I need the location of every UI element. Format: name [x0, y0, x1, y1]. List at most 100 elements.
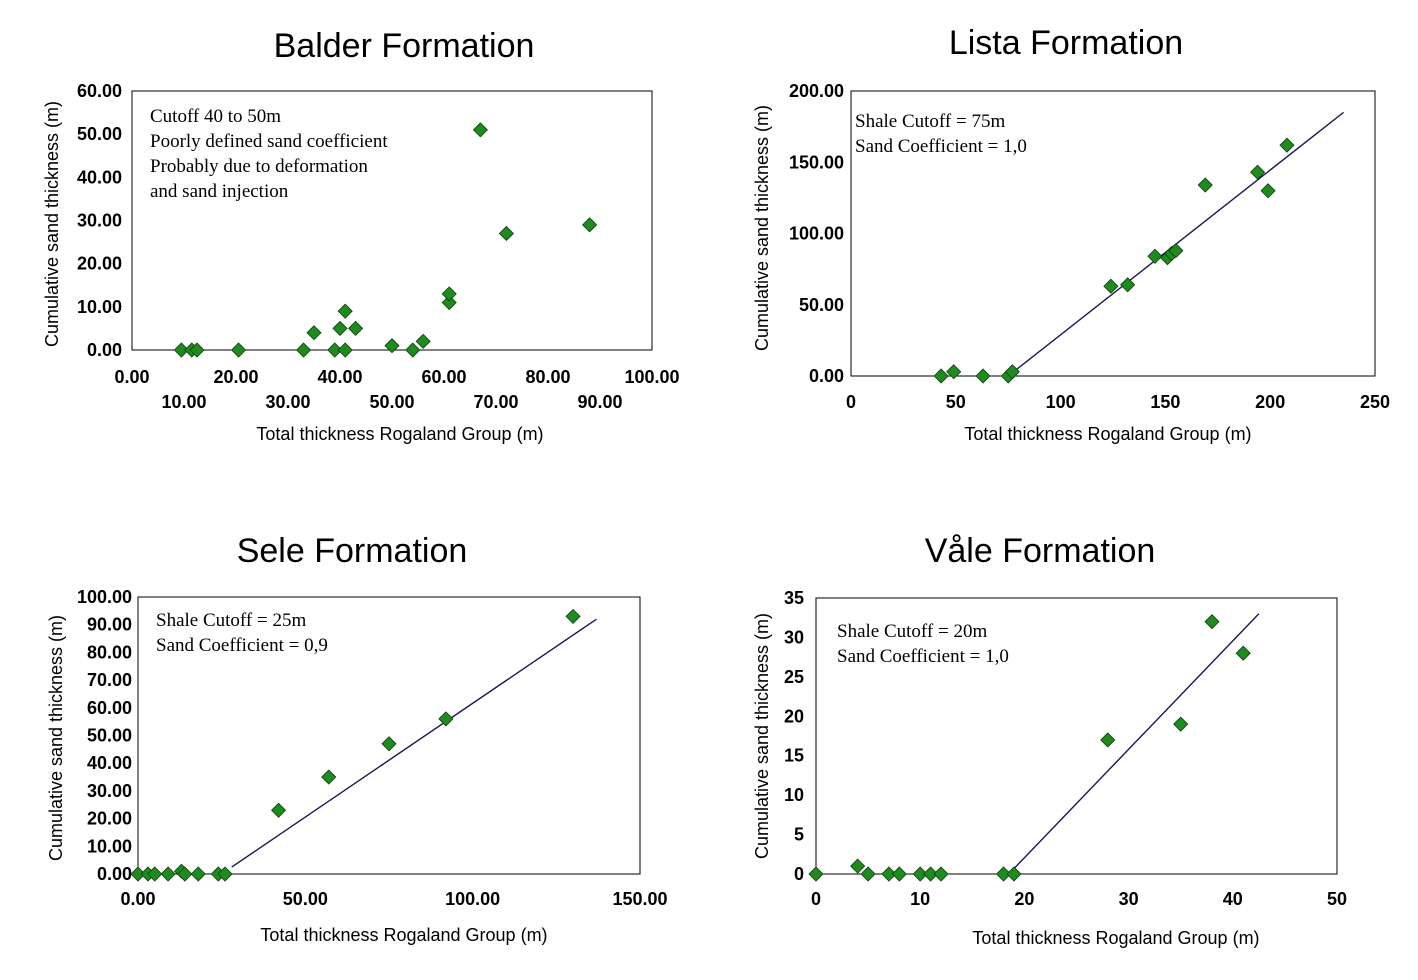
data-point [1004, 364, 1020, 380]
y-tick-label: 50.00 [799, 295, 844, 315]
y-tick-label: 60.00 [77, 81, 122, 101]
x-tick-label: 20 [1014, 889, 1034, 909]
y-axis-label: Cumulative sand thickness (m) [752, 105, 772, 351]
y-tick-label: 20.00 [77, 254, 122, 274]
x-tick-label: 0 [846, 392, 856, 412]
y-tick-label: 0 [794, 864, 804, 884]
y-tick-label: 30 [784, 627, 804, 647]
plot-frame [137, 596, 641, 875]
data-point [881, 866, 897, 882]
data-point [231, 342, 247, 358]
x-axis-label: Total thickness Rogaland Group (m) [260, 925, 547, 945]
data-point [348, 320, 364, 336]
data-point [217, 866, 233, 882]
data-point [808, 866, 824, 882]
annotation-line: Shale Cutoff = 25m [156, 610, 306, 631]
x-tick-label: 30 [1119, 889, 1139, 909]
x-tick-label: 20.00 [213, 367, 258, 387]
chart-title: Sele Formation [237, 532, 468, 570]
chart-title: Lista Formation [949, 24, 1183, 62]
data-point [850, 858, 866, 874]
y-tick-label: 30.00 [77, 211, 122, 231]
annotation-line: Poorly defined sand coefficient [150, 131, 388, 152]
x-tick-label: 50.00 [283, 889, 328, 909]
y-axis-label: Cumulative sand thickness (m) [42, 101, 62, 347]
y-tick-label: 60.00 [87, 698, 132, 718]
data-point [933, 368, 949, 384]
chart-panel-1: Balder Formation Cumulative sand thicknes… [42, 27, 680, 444]
annotation-line: Cutoff 40 to 50m [150, 106, 281, 127]
annotation-line: Sand Coefficient = 1,0 [855, 136, 1027, 157]
data-point [891, 866, 907, 882]
x-tick-label: 40 [1223, 889, 1243, 909]
x-tick-label: 0.00 [114, 367, 149, 387]
regression-line [1008, 613, 1260, 875]
data-point [1006, 866, 1022, 882]
data-point [384, 338, 400, 354]
y-tick-label: 30.00 [87, 781, 132, 801]
data-point [975, 368, 991, 384]
y-tick-label: 0.00 [97, 864, 132, 884]
data-point [860, 866, 876, 882]
data-point [296, 342, 312, 358]
y-tick-label: 200.00 [789, 81, 844, 101]
data-point [1168, 243, 1184, 259]
x-tick-label: 150.00 [612, 889, 667, 909]
y-tick-label: 35 [784, 588, 804, 608]
data-point [933, 866, 949, 882]
x-tick-label: 100.00 [624, 367, 679, 387]
data-point [337, 342, 353, 358]
data-point [472, 122, 488, 138]
data-point [441, 286, 457, 302]
data-point [270, 802, 287, 818]
x-axis-label: Total thickness Rogaland Group (m) [964, 424, 1251, 444]
data-point [1103, 278, 1119, 294]
data-point [1235, 645, 1251, 661]
data-point [1120, 277, 1136, 293]
y-tick-label: 10.00 [77, 297, 122, 317]
data-point [441, 294, 457, 311]
plot-frame [850, 90, 1376, 377]
data-point [565, 608, 581, 624]
y-tick-label: 100.00 [789, 224, 844, 244]
data-point [1147, 248, 1163, 264]
data-point [995, 866, 1012, 882]
chart-panel-2: Lista Formation Cumulative sand thickness… [752, 24, 1390, 444]
data-point [405, 342, 421, 358]
y-tick-label: 20 [784, 706, 804, 726]
y-tick-label: 50.00 [77, 124, 122, 144]
data-point [190, 866, 206, 882]
y-tick-label: 0.00 [809, 366, 844, 386]
annotation-line: Probably due to deformation [150, 156, 368, 177]
chart-panel-3: Sele Formation Cumulative sand thickness … [46, 532, 668, 945]
data-point [415, 333, 431, 349]
data-point [582, 217, 598, 233]
x-tick-label: 150 [1150, 392, 1180, 412]
data-point [306, 325, 322, 341]
x-tick-label: 70.00 [473, 392, 518, 412]
x-tick-label: 10.00 [161, 392, 206, 412]
y-tick-label: 70.00 [87, 670, 132, 690]
y-tick-label: 40.00 [77, 167, 122, 187]
annotation-line: Sand Coefficient = 1,0 [837, 646, 1009, 667]
data-point [189, 342, 205, 358]
data-point [327, 342, 343, 358]
data-point [381, 736, 397, 752]
y-tick-label: 150.00 [789, 152, 844, 172]
data-point [147, 866, 163, 882]
data-point [332, 320, 348, 336]
data-point [160, 866, 176, 882]
x-tick-label: 30.00 [265, 392, 310, 412]
y-axis-label: Cumulative sand thickness (m) [752, 613, 772, 859]
x-axis-label: Total thickness Rogaland Group (m) [256, 424, 543, 444]
x-tick-label: 250 [1360, 392, 1390, 412]
y-axis-label: Cumulative sand thickness (m) [46, 615, 66, 861]
x-axis-label: Total thickness Rogaland Group (m) [972, 928, 1259, 948]
plot-frame [131, 90, 653, 351]
data-point [923, 866, 939, 882]
x-tick-label: 90.00 [577, 392, 622, 412]
data-point [1100, 732, 1116, 748]
x-tick-label: 40.00 [317, 367, 362, 387]
x-tick-label: 60.00 [421, 367, 466, 387]
